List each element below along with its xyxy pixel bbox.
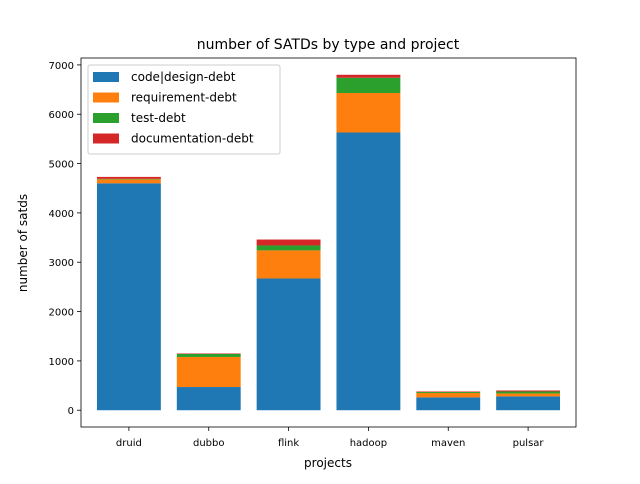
bar-test-debt-flink bbox=[257, 245, 321, 250]
y-tick-label: 7000 bbox=[49, 61, 74, 72]
x-tick-label: druid bbox=[116, 438, 142, 449]
legend-swatch bbox=[93, 113, 119, 123]
bar-test-debt-maven bbox=[416, 392, 480, 393]
x-tick-label: flink bbox=[278, 438, 299, 449]
bar-requirement-debt-maven bbox=[416, 393, 480, 397]
y-tick-label: 1000 bbox=[49, 357, 74, 368]
bar-code-design-debt-hadoop bbox=[336, 132, 400, 410]
y-tick-label: 3000 bbox=[49, 258, 74, 269]
y-tick-label: 6000 bbox=[49, 110, 74, 121]
bar-requirement-debt-pulsar bbox=[496, 393, 560, 396]
bar-code-design-debt-dubbo bbox=[177, 387, 241, 410]
bar-requirement-debt-druid bbox=[97, 179, 161, 183]
bar-test-debt-dubbo bbox=[177, 354, 241, 357]
bar-test-debt-hadoop bbox=[336, 78, 400, 93]
legend-label: test-debt bbox=[131, 111, 186, 125]
bar-requirement-debt-hadoop bbox=[336, 93, 400, 132]
legend-swatch bbox=[93, 134, 119, 144]
bar-documentation-debt-pulsar bbox=[496, 390, 560, 391]
x-tick-label: hadoop bbox=[350, 438, 387, 449]
x-axis-label: projects bbox=[304, 456, 352, 470]
chart-title: number of SATDs by type and project bbox=[197, 37, 460, 53]
bar-documentation-debt-flink bbox=[257, 240, 321, 246]
bar-requirement-debt-dubbo bbox=[177, 357, 241, 387]
legend-label: code|design-debt bbox=[131, 70, 236, 84]
y-tick-label: 4000 bbox=[49, 209, 74, 220]
legend-swatch bbox=[93, 72, 119, 82]
x-tick-label: dubbo bbox=[193, 438, 225, 449]
bar-code-design-debt-pulsar bbox=[496, 396, 560, 410]
bar-requirement-debt-flink bbox=[257, 250, 321, 278]
bar-documentation-debt-druid bbox=[97, 177, 161, 179]
legend-swatch bbox=[93, 93, 119, 103]
y-tick-label: 5000 bbox=[49, 160, 74, 171]
legend-label: documentation-debt bbox=[131, 132, 254, 146]
y-axis-label: number of satds bbox=[16, 194, 30, 292]
legend-label: requirement-debt bbox=[131, 91, 237, 105]
y-tick-label: 2000 bbox=[49, 308, 74, 319]
bar-code-design-debt-druid bbox=[97, 183, 161, 410]
bar-code-design-debt-maven bbox=[416, 397, 480, 410]
bar-test-debt-pulsar bbox=[496, 391, 560, 393]
y-tick-label: 0 bbox=[68, 406, 74, 417]
x-tick-label: maven bbox=[431, 438, 465, 449]
bar-code-design-debt-flink bbox=[257, 279, 321, 411]
legend: code|design-debt requirement-debt test-deb… bbox=[88, 65, 280, 154]
bar-documentation-debt-hadoop bbox=[336, 75, 400, 78]
x-tick-label: pulsar bbox=[513, 438, 545, 449]
